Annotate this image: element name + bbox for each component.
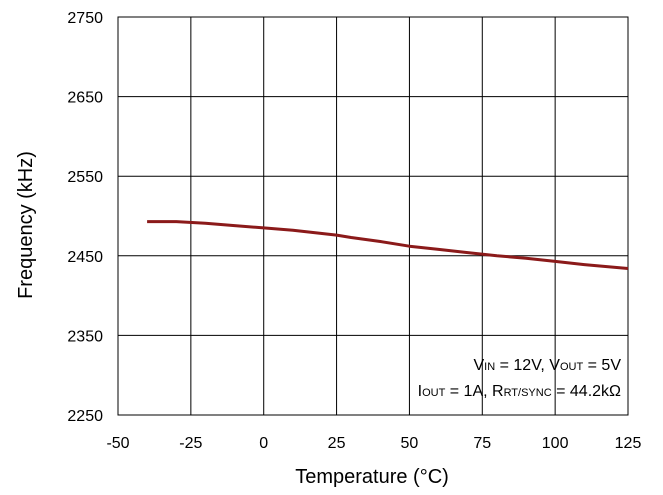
grid-lines: [118, 17, 628, 415]
annotation-i-symbol: I: [418, 383, 422, 400]
annotation-vout-value: = 5V: [583, 357, 621, 374]
y-axis-ticks: 2250 2350 2450 2550 2650 2750: [67, 10, 103, 425]
annotation-iout-subscript: OUT: [422, 387, 446, 399]
x-tick-label: 75: [473, 435, 491, 452]
y-tick-label: 2450: [67, 249, 103, 266]
x-tick-label: 25: [328, 435, 346, 452]
plot-area-frame: [117, 16, 629, 416]
annotation-vin-value: = 12V, V: [495, 357, 560, 374]
y-axis-title: Frequency (kHz): [15, 151, 37, 299]
y-tick-label: 2350: [67, 328, 103, 345]
x-tick-label: 125: [615, 435, 642, 452]
series-line: [147, 220, 629, 270]
x-tick-label: -25: [179, 435, 202, 452]
x-tick-label: 100: [542, 435, 569, 452]
y-tick-label: 2650: [67, 90, 103, 107]
x-axis-ticks: -50 -25 0 25 50 75 100 125: [106, 435, 641, 452]
annotation-rt-subscript: RT/SYNC: [504, 387, 552, 399]
x-tick-label: -50: [106, 435, 129, 452]
annotation-line-1: VIN = 12V, VOUT = 5V: [473, 357, 621, 374]
annotation-out-subscript: OUT: [560, 361, 584, 373]
annotation-iout-value: = 1A, R: [445, 383, 503, 400]
annotation-in-subscript: IN: [484, 361, 495, 373]
x-axis-title: Temperature (°C): [295, 466, 449, 488]
y-tick-label: 2550: [67, 169, 103, 186]
x-tick-label: 50: [401, 435, 419, 452]
x-tick-label: 0: [259, 435, 268, 452]
annotation-rt-value: = 44.2kΩ: [552, 383, 621, 400]
series-group: [147, 220, 629, 270]
y-tick-label: 2750: [67, 10, 103, 27]
annotation-line-2: IOUT = 1A, RRT/SYNC = 44.2kΩ: [418, 383, 621, 400]
y-tick-label: 2250: [67, 408, 103, 425]
annotation-v-symbol: V: [473, 357, 484, 374]
